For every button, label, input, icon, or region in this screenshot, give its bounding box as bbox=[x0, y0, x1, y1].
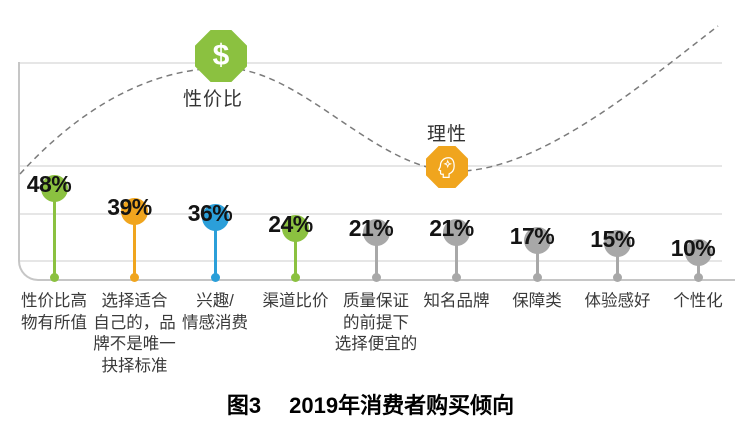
marker-stem bbox=[133, 211, 136, 277]
marker-circle bbox=[443, 218, 470, 246]
annotation-label-cost-performance: 性价比 bbox=[182, 89, 243, 110]
category-label: 兴趣/情感消费 bbox=[168, 291, 262, 334]
marker-dot bbox=[532, 272, 542, 282]
value-label: 21% bbox=[429, 215, 474, 241]
value-label: 36% bbox=[187, 200, 233, 226]
marker-stem bbox=[616, 243, 619, 277]
category-label-line: 选择适合 bbox=[101, 292, 168, 310]
value-label: 24% bbox=[268, 211, 313, 237]
marker-circle bbox=[40, 174, 68, 202]
marker-circle bbox=[523, 226, 551, 254]
category-label-line: 兴趣/ bbox=[196, 292, 234, 310]
value-label: 48% bbox=[26, 171, 72, 197]
head-profile-icon bbox=[437, 156, 455, 178]
category-label-line: 牌不是唯一 bbox=[93, 335, 176, 353]
marker-circle bbox=[121, 197, 148, 225]
dollar-octagon-icon: $ bbox=[195, 30, 247, 82]
category-label: 性价比高 物有所值 bbox=[7, 291, 101, 334]
category-label-line: 情感消费 bbox=[182, 313, 248, 332]
marker-stem bbox=[455, 232, 458, 277]
marker-circle bbox=[201, 203, 229, 231]
category-label: 保障类 bbox=[490, 291, 584, 313]
category-label-line: 渠道比价 bbox=[262, 292, 329, 310]
category-label-line: 物有所值 bbox=[21, 313, 87, 332]
value-label: 15% bbox=[590, 226, 635, 252]
value-label: 21% bbox=[348, 215, 394, 241]
category-label-line: 的前提下 bbox=[343, 313, 409, 332]
category-label-line: 质量保证 bbox=[343, 292, 409, 310]
category-label-line: 抉择标准 bbox=[101, 356, 168, 375]
category-label-line: 个性化 bbox=[673, 292, 723, 310]
value-label: 17% bbox=[509, 223, 555, 249]
category-label-line: 保障类 bbox=[512, 292, 562, 310]
marker-circle bbox=[362, 218, 390, 246]
marker-dot bbox=[452, 272, 461, 282]
marker-dot bbox=[613, 272, 622, 282]
marker-stem bbox=[294, 228, 297, 277]
rational-head-octagon-icon bbox=[426, 146, 468, 188]
annotation-label-rational: 理性 bbox=[426, 124, 467, 145]
category-label: 体验感好 bbox=[571, 291, 665, 313]
marker-stem bbox=[535, 240, 539, 277]
marker-stem bbox=[213, 217, 217, 277]
caption-label: 图3 bbox=[226, 393, 262, 418]
category-label: 个性化 bbox=[651, 291, 741, 313]
marker-dot bbox=[371, 272, 381, 282]
marker-dot bbox=[49, 272, 59, 282]
caption-text: 2019年消费者购买倾向 bbox=[289, 393, 515, 418]
category-label-line: 选择便宜的 bbox=[334, 335, 418, 353]
value-label: 10% bbox=[670, 235, 716, 261]
category-label-line: 知名品牌 bbox=[423, 292, 490, 310]
marker-stem bbox=[52, 188, 56, 277]
category-label-line: 体验感好 bbox=[584, 292, 651, 310]
marker-dot bbox=[693, 272, 703, 282]
category-label: 渠道比价 bbox=[249, 291, 343, 313]
gridline bbox=[20, 260, 722, 262]
figure-caption: 图3 2019年消费者购买倾向 bbox=[0, 388, 741, 420]
category-label: 质量保证的前提下选择便宜的 bbox=[329, 291, 423, 356]
category-label-line: 性价比高 bbox=[21, 292, 87, 310]
marker-dot bbox=[130, 272, 139, 282]
dollar-sign-icon: $ bbox=[212, 39, 230, 72]
category-label: 知名品牌 bbox=[410, 291, 504, 313]
category-label: 选择适合自己的，品牌不是唯一抉择标准 bbox=[88, 291, 182, 377]
marker-circle bbox=[684, 238, 712, 266]
marker-dot bbox=[291, 272, 300, 282]
gridline bbox=[20, 213, 722, 215]
marker-circle bbox=[282, 214, 309, 242]
marker-circle bbox=[604, 229, 631, 257]
marker-stem bbox=[374, 232, 378, 277]
value-label: 39% bbox=[107, 194, 152, 220]
category-label-line: 自己的，品 bbox=[93, 313, 176, 332]
marker-dot bbox=[210, 272, 220, 282]
